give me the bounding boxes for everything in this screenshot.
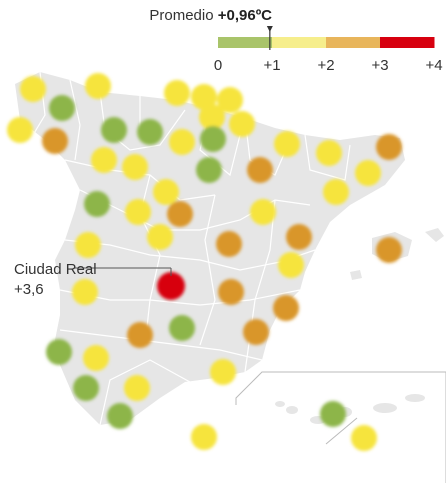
legend-tick-label: +4 bbox=[425, 57, 442, 74]
legend-tick-label: 0 bbox=[214, 57, 222, 74]
average-value: +0,96ºC bbox=[218, 7, 272, 24]
annotation-city: Ciudad Real bbox=[14, 261, 97, 278]
station-dot-yellow bbox=[210, 359, 236, 385]
station-dot-orange bbox=[216, 231, 242, 257]
station-dot-orange bbox=[376, 134, 402, 160]
station-dot-orange bbox=[286, 224, 312, 250]
legend: Promedio +0,96ºC 0 +1 +2 +3 +4 bbox=[149, 7, 442, 74]
station-dot-orange bbox=[42, 128, 68, 154]
station-dot-yellow bbox=[85, 73, 111, 99]
station-dot-orange bbox=[273, 295, 299, 321]
station-dot-orange bbox=[167, 201, 193, 227]
station-dot-orange bbox=[127, 322, 153, 348]
station-dot-yellow bbox=[229, 111, 255, 137]
canary-islands-inset bbox=[235, 371, 446, 483]
legend-tick-label: +2 bbox=[317, 57, 334, 74]
station-dot-yellow bbox=[72, 279, 98, 305]
station-dot-yellow bbox=[355, 160, 381, 186]
station-dot-yellow bbox=[20, 76, 46, 102]
station-dot-yellow bbox=[250, 199, 276, 225]
legend-color-bar bbox=[218, 37, 435, 48]
legend-segment-3 bbox=[380, 37, 435, 48]
legend-segment-0 bbox=[218, 37, 273, 48]
station-dot-yellow bbox=[323, 179, 349, 205]
inset-frame bbox=[235, 371, 446, 405]
station-dot-yellow bbox=[217, 87, 243, 113]
average-label: Promedio +0,96ºC bbox=[149, 7, 272, 24]
station-dot-yellow bbox=[274, 131, 300, 157]
station-dot-yellow bbox=[124, 375, 150, 401]
station-dot-green bbox=[46, 339, 72, 365]
ciudad-real-annotation: Ciudad Real +3,6 bbox=[14, 261, 172, 298]
legend-segment-2 bbox=[326, 37, 381, 48]
station-dot-yellow bbox=[199, 104, 225, 130]
station-dot-orange bbox=[218, 279, 244, 305]
station-dot-orange bbox=[247, 157, 273, 183]
station-dot-green bbox=[73, 375, 99, 401]
station-dot-green bbox=[196, 157, 222, 183]
station-dot-yellow bbox=[191, 424, 217, 450]
station-dots bbox=[7, 73, 402, 451]
station-dot-yellow bbox=[91, 147, 117, 173]
station-dot-red bbox=[157, 272, 185, 300]
annotation-value: +3,6 bbox=[14, 281, 44, 298]
legend-segment-1 bbox=[272, 37, 327, 48]
station-dot-yellow bbox=[147, 224, 173, 250]
station-dot-yellow bbox=[75, 232, 101, 258]
canary-islands-shapes bbox=[275, 394, 425, 424]
inset-divider bbox=[325, 417, 358, 445]
legend-tick-labels: 0 +1 +2 +3 +4 bbox=[214, 57, 443, 74]
station-dot-yellow bbox=[164, 80, 190, 106]
station-dot-yellow bbox=[153, 179, 179, 205]
station-dot-orange bbox=[376, 237, 402, 263]
station-dot-green bbox=[320, 401, 346, 427]
station-dot-yellow bbox=[278, 252, 304, 278]
station-dot-yellow bbox=[351, 425, 377, 451]
station-dot-yellow bbox=[316, 140, 342, 166]
station-dot-green bbox=[107, 403, 133, 429]
station-dot-yellow bbox=[122, 154, 148, 180]
station-dot-yellow bbox=[169, 129, 195, 155]
station-dot-yellow bbox=[125, 199, 151, 225]
station-dot-yellow bbox=[191, 84, 217, 110]
station-dot-green bbox=[200, 126, 226, 152]
station-dot-yellow bbox=[83, 345, 109, 371]
station-dot-yellow bbox=[7, 117, 33, 143]
station-dot-green bbox=[137, 119, 163, 145]
average-label-text: Promedio bbox=[149, 7, 213, 24]
legend-tick-label: +3 bbox=[371, 57, 388, 74]
station-dot-green bbox=[101, 117, 127, 143]
station-dot-green bbox=[169, 315, 195, 341]
station-dot-orange bbox=[243, 319, 269, 345]
legend-tick-label: +1 bbox=[263, 57, 280, 74]
station-dot-green bbox=[84, 191, 110, 217]
station-dot-green bbox=[49, 95, 75, 121]
